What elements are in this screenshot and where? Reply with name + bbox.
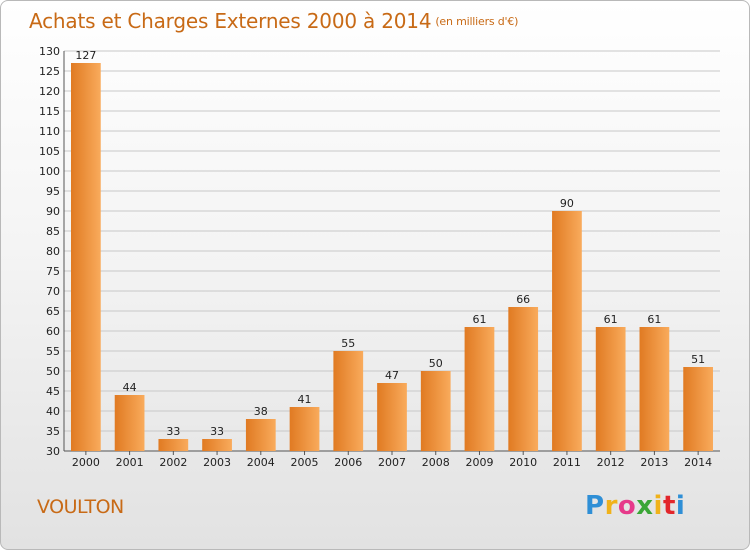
y-tick-label: 95 <box>46 185 60 198</box>
y-tick-label: 55 <box>46 345 60 358</box>
x-tick-label: 2002 <box>159 456 187 469</box>
logo-letter: t <box>662 491 676 521</box>
proxiti-logo[interactable]: Proxiti <box>585 491 685 521</box>
logo-letter: r <box>604 491 618 521</box>
y-axis-ticks: 30 35 40 45 50 55 60 65 70 75 80 85 90 95 100 105 110 115… <box>39 45 60 458</box>
bar-2006 <box>333 351 364 451</box>
x-tick-label: 2006 <box>334 456 362 469</box>
y-tick-label: 90 <box>46 205 60 218</box>
bar-2014 <box>683 367 714 451</box>
y-tick-label: 65 <box>46 305 60 318</box>
y-tick-label: 60 <box>46 325 60 338</box>
x-tick-label: 2014 <box>684 456 712 469</box>
y-tick-label: 115 <box>39 105 60 118</box>
x-tick-label: 2004 <box>247 456 275 469</box>
x-tick-label: 2011 <box>553 456 581 469</box>
bar-2013 <box>639 327 670 451</box>
bar-2009 <box>464 327 495 451</box>
logo-letter: i <box>653 491 663 521</box>
chart-title-text: Achats et Charges Externes 2000 à 2014 <box>29 9 432 33</box>
data-label: 127 <box>75 49 96 62</box>
x-tick-label: 2001 <box>116 456 144 469</box>
logo-letter: P <box>585 491 605 521</box>
y-tick-label: 80 <box>46 245 60 258</box>
data-label: 38 <box>254 405 268 418</box>
data-label: 44 <box>123 381 137 394</box>
data-label: 51 <box>691 353 705 366</box>
chart-subtitle: (en milliers d'€) <box>435 15 519 28</box>
y-tick-label: 30 <box>46 445 60 458</box>
bar-2001 <box>114 395 145 451</box>
bar-2000 <box>70 63 101 451</box>
data-label: 61 <box>472 313 486 326</box>
data-label: 41 <box>298 393 312 406</box>
data-label: 47 <box>385 369 399 382</box>
x-tick-label: 2012 <box>597 456 625 469</box>
data-label: 66 <box>516 293 530 306</box>
data-label: 33 <box>166 425 180 438</box>
data-label: 33 <box>210 425 224 438</box>
y-tick-label: 40 <box>46 405 60 418</box>
y-tick-label: 70 <box>46 285 60 298</box>
y-tick-label: 100 <box>39 165 60 178</box>
logo-letter: x <box>636 491 654 521</box>
y-tick-label: 45 <box>46 385 60 398</box>
y-tick-label: 110 <box>39 125 60 138</box>
y-tick-label: 125 <box>39 65 60 78</box>
data-label: 50 <box>429 357 443 370</box>
x-tick-label: 2007 <box>378 456 406 469</box>
y-tick-label: 75 <box>46 265 60 278</box>
data-label: 61 <box>647 313 661 326</box>
y-tick-label: 120 <box>39 85 60 98</box>
y-tick-label: 50 <box>46 365 60 378</box>
bar-2012 <box>595 327 626 451</box>
y-tick-label: 130 <box>39 45 60 58</box>
bar-2011 <box>552 211 582 451</box>
x-tick-label: 2013 <box>640 456 668 469</box>
data-labels: 127 44 33 33 38 41 55 47 50 61 66 90 61 61 51 <box>75 49 705 438</box>
bar-2007 <box>377 383 407 451</box>
x-tick-label: 2008 <box>422 456 450 469</box>
bars <box>70 63 714 451</box>
y-tick-label: 105 <box>39 145 60 158</box>
bar-2004 <box>245 419 276 451</box>
y-tick-label: 35 <box>46 425 60 438</box>
x-tick-label: 2010 <box>509 456 537 469</box>
y-tick-label: 85 <box>46 225 60 238</box>
bar-2010 <box>508 307 539 451</box>
logo-letter: o <box>617 491 637 521</box>
data-label: 55 <box>341 337 355 350</box>
x-tick-label: 2005 <box>291 456 319 469</box>
bar-2008 <box>420 371 451 451</box>
bar-2002 <box>158 439 189 451</box>
x-tick-label: 2003 <box>203 456 231 469</box>
x-axis-ticks: 2000 2001 2002 2003 2004 2005 2006 2007 2008 2009… <box>72 451 712 469</box>
data-label: 61 <box>604 313 618 326</box>
x-tick-label: 2000 <box>72 456 100 469</box>
bar-2005 <box>289 407 320 451</box>
bar-2003 <box>202 439 232 451</box>
logo-letter: i <box>675 491 686 521</box>
chart-title: Achats et Charges Externes 2000 à 2014 (e… <box>29 9 518 33</box>
x-tick-label: 2009 <box>465 456 493 469</box>
data-label: 90 <box>560 197 574 210</box>
commune-name: VOULTON <box>37 496 124 518</box>
